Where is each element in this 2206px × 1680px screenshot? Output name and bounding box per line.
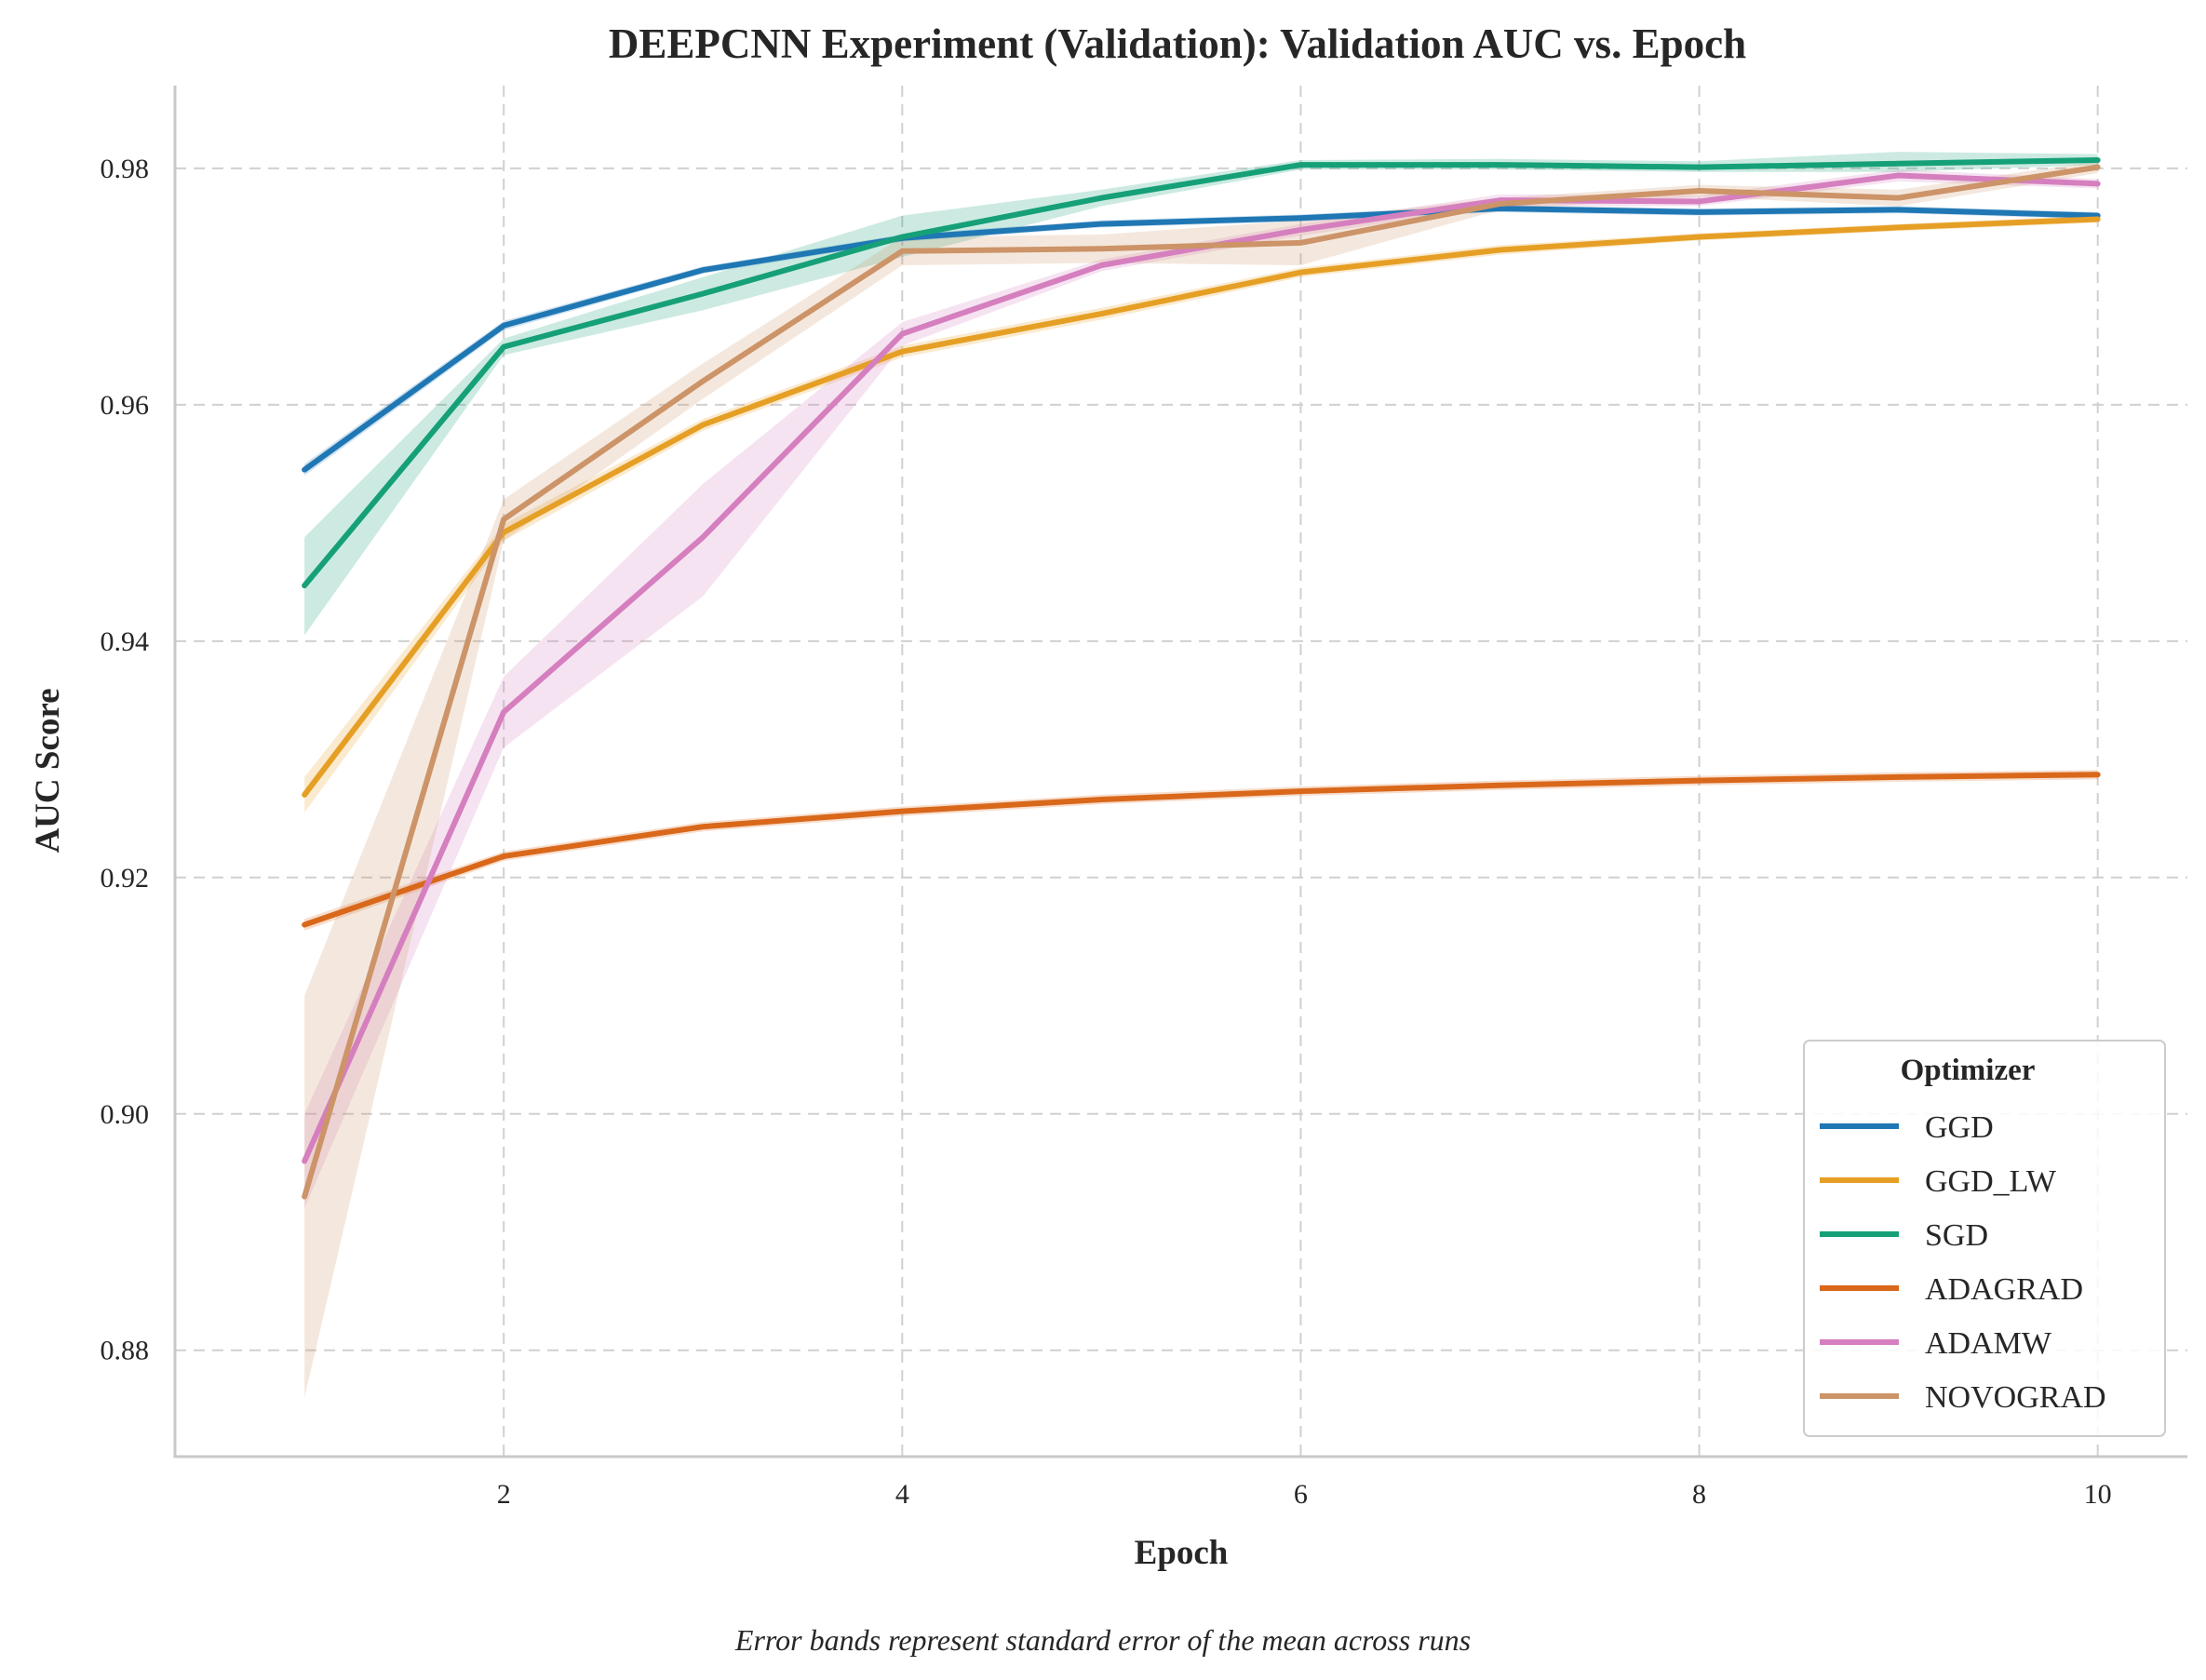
series-line-novograd: [302, 164, 2101, 1200]
y-tick-label: 0.88: [101, 1336, 150, 1366]
x-tick-label: 8: [1692, 1479, 1706, 1510]
x-tick-label: 4: [895, 1479, 909, 1510]
y-tick-label: 0.96: [101, 390, 150, 421]
legend-title: Optimizer: [1901, 1054, 2036, 1087]
x-tick-label: 10: [2084, 1479, 2112, 1510]
y-tick-label: 0.90: [101, 1099, 150, 1130]
series-line-ggd-lw: [302, 216, 2101, 798]
error-bands: [304, 152, 2098, 1398]
chart-title: DEEPCNN Experiment (Validation): Validat…: [609, 20, 1746, 67]
legend-label-adamw: ADAMW: [1925, 1326, 2052, 1361]
legend-label-adagrad: ADAGRAD: [1925, 1272, 2083, 1307]
axis-spines: [173, 86, 2187, 1458]
y-tick-label: 0.92: [101, 863, 150, 894]
series-lines: [302, 156, 2101, 1200]
series-line-adagrad: [302, 772, 2101, 928]
x-tick-label: 2: [497, 1479, 511, 1510]
legend-label-novograd: NOVOGRAD: [1925, 1380, 2106, 1415]
tick-labels: 2 4 6 8 10 0.88 0.90 0.92 0.94 0.96 0.98: [101, 154, 2112, 1510]
legend: Optimizer GGD GGD_LW SGD ADAGRAD ADAMW NOVOGR…: [1803, 1040, 2166, 1437]
legend-label-ggd-lw: GGD_LW: [1925, 1164, 2057, 1199]
x-axis-label: Epoch: [1135, 1534, 1229, 1572]
legend-frame: [1803, 1040, 2166, 1437]
series-line-sgd: [302, 156, 2101, 589]
y-tick-label: 0.94: [101, 626, 150, 657]
chart-caption: Error bands represent standard error of …: [734, 1623, 1471, 1657]
y-tick-label: 0.98: [101, 154, 150, 184]
y-axis-label: AUC Score: [29, 688, 67, 853]
legend-label-sgd: SGD: [1925, 1218, 1988, 1253]
series-line-ggd: [302, 206, 2101, 473]
x-tick-label: 6: [1294, 1479, 1308, 1510]
error-band-sgd: [304, 152, 2098, 636]
legend-label-ggd: GGD: [1925, 1110, 1994, 1145]
legend-items: GGD GGD_LW SGD ADAGRAD ADAMW NOVOGRAD: [1820, 1110, 2106, 1415]
